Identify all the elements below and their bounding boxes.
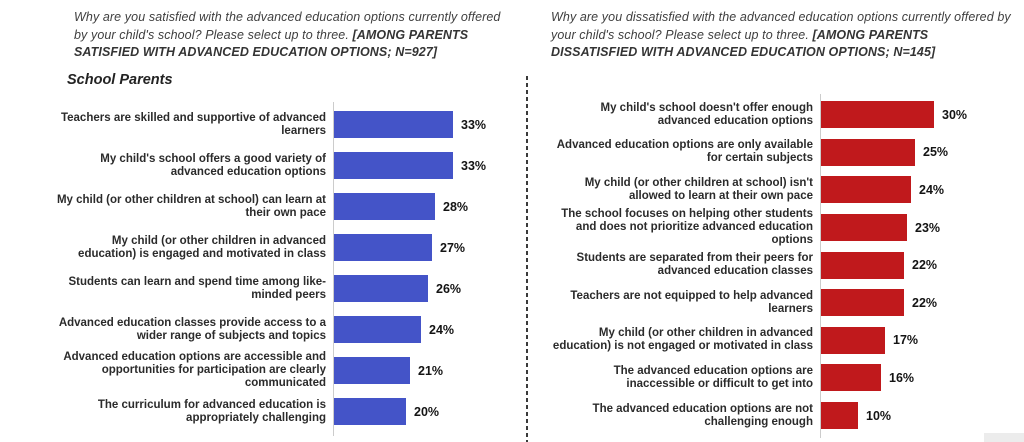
bar-row: Teachers are skilled and supportive of a…	[55, 104, 520, 145]
bar-value-label: 22%	[912, 295, 938, 310]
bar-category-label: The curriculum for advanced education is…	[97, 398, 326, 424]
bar-value-label: 28%	[443, 199, 469, 214]
bar-category-label: My child (or other children at school) i…	[584, 176, 813, 202]
bar-row: The advanced education options are not c…	[545, 397, 1015, 435]
bar	[333, 152, 453, 179]
bar	[333, 234, 432, 261]
bar-row: My child (or other children in advanced …	[55, 227, 520, 268]
bar-value-label: 25%	[923, 145, 949, 160]
dissatisfied-chart-title-plain: Why are you dissatisfied with the advanc…	[551, 10, 1011, 42]
bar	[333, 275, 428, 302]
bar-category-label: My child (or other children in advanced …	[78, 234, 326, 260]
bar-category-label: Teachers are skilled and supportive of a…	[60, 111, 326, 137]
bar-value-label: 20%	[414, 404, 440, 419]
bar	[820, 214, 907, 242]
bar-row: Advanced education options are accessibl…	[55, 350, 520, 391]
group-subtitle: School Parents	[67, 72, 173, 88]
bar	[820, 251, 904, 279]
bar-value-label: 33%	[461, 117, 487, 132]
satisfied-chart-title-bold: [AMONG PARENTS SATISFIED WITH ADVANCED E…	[74, 27, 469, 60]
bar-value-label: 22%	[912, 258, 938, 273]
bar-category-label: My child's school offers a good variety …	[100, 152, 326, 178]
bar-category-label: My child's school doesn't offer enough a…	[600, 101, 813, 127]
dissatisfied-chart-title-bold: [AMONG PARENTS DISSATISFIED WITH ADVANCE…	[551, 27, 936, 60]
bar-row: The advanced education options are inacc…	[545, 359, 1015, 397]
bar	[820, 402, 858, 430]
bar	[820, 101, 934, 129]
bar-row: Students are separated from their peers …	[545, 246, 1015, 284]
bar-category-label: Advanced education options are only avai…	[556, 139, 813, 165]
bar-value-label: 24%	[429, 322, 455, 337]
bar-value-label: 16%	[889, 370, 915, 385]
bar-category-label: The advanced education options are not c…	[592, 402, 813, 428]
dissatisfied-bar-chart: My child's school doesn't offer enough a…	[545, 93, 1015, 439]
bar	[820, 326, 885, 354]
bar-row: Advanced education classes provide acces…	[55, 309, 520, 350]
bar	[820, 176, 911, 204]
bar	[333, 316, 421, 343]
bar-row: My child (or other children at school) i…	[545, 171, 1015, 209]
bar-row: My child's school offers a good variety …	[55, 145, 520, 186]
bar-value-label: 10%	[866, 408, 892, 423]
bar-row: My child's school doesn't offer enough a…	[545, 96, 1015, 134]
bar	[333, 357, 410, 384]
bar	[333, 111, 453, 138]
bar-value-label: 24%	[919, 182, 945, 197]
bar-category-label: Advanced education classes provide acces…	[58, 316, 326, 342]
bar-row: Students can learn and spend time among …	[55, 268, 520, 309]
bar-value-label: 33%	[461, 158, 487, 173]
bar-row: The school focuses on helping other stud…	[545, 208, 1015, 247]
satisfied-chart-title: Why are you satisfied with the advanced …	[74, 9, 516, 62]
bar	[820, 364, 881, 392]
bar-category-label: The advanced education options are inacc…	[613, 364, 813, 390]
bar-value-label: 17%	[893, 333, 919, 348]
bar-category-label: Students are separated from their peers …	[576, 252, 813, 278]
bar-category-label: Teachers are not equipped to help advanc…	[570, 289, 813, 315]
bar-category-label: My child (or other children in advanced …	[552, 327, 813, 353]
dissatisfied-chart-title: Why are you dissatisfied with the advanc…	[551, 9, 1013, 62]
bar-row: Teachers are not equipped to help advanc…	[545, 284, 1015, 322]
bar-category-label: My child (or other children at school) c…	[56, 193, 326, 219]
bar-row: My child (or other children at school) c…	[55, 186, 520, 227]
bar	[333, 193, 435, 220]
bar-category-label: Advanced education options are accessibl…	[63, 351, 326, 389]
bar	[333, 398, 406, 425]
corner-gray-box	[984, 433, 1024, 442]
bar-value-label: 30%	[942, 107, 968, 122]
bar-row: The curriculum for advanced education is…	[55, 391, 520, 432]
bar-value-label: 23%	[915, 220, 941, 235]
bar-value-label: 26%	[436, 281, 462, 296]
bar	[820, 289, 904, 317]
bar-category-label: The school focuses on helping other stud…	[561, 208, 813, 247]
bar-value-label: 21%	[418, 363, 444, 378]
bar-row: Advanced education options are only avai…	[545, 134, 1015, 172]
bar	[820, 138, 915, 166]
bar-row: My child (or other children in advanced …	[545, 322, 1015, 360]
satisfied-chart-title-plain: Why are you satisfied with the advanced …	[74, 10, 501, 42]
bar-value-label: 27%	[440, 240, 466, 255]
bar-category-label: Students can learn and spend time among …	[68, 275, 326, 301]
satisfied-bar-chart: Teachers are skilled and supportive of a…	[55, 102, 520, 436]
divider-dashed-line	[526, 76, 528, 442]
